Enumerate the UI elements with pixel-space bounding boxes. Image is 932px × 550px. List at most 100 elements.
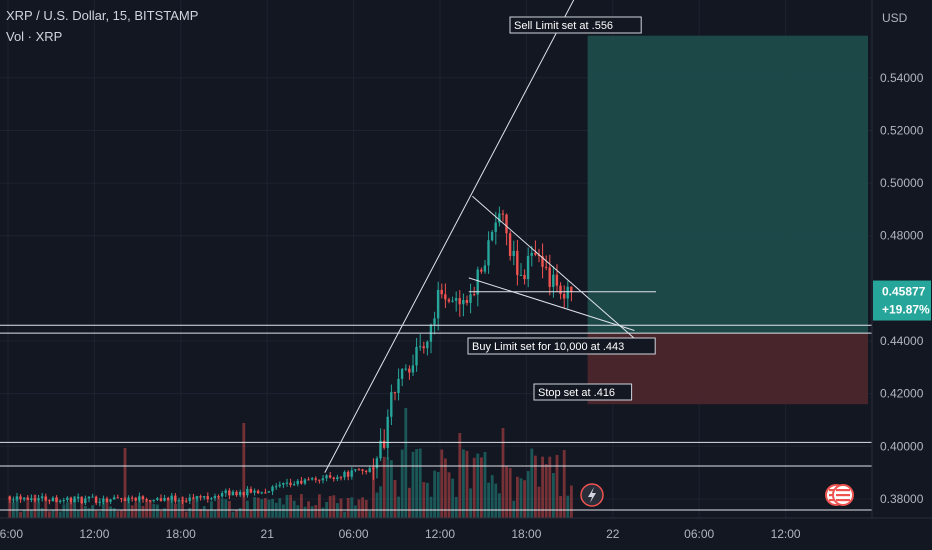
volume-bar xyxy=(123,448,127,518)
volume-bar xyxy=(487,482,490,518)
volume-bar xyxy=(562,450,566,518)
volume-bar xyxy=(112,508,116,518)
sell-limit-label-text: Sell Limit set at .556 xyxy=(514,20,613,32)
candle-body xyxy=(156,498,159,500)
candle-body xyxy=(332,477,335,480)
y-tick-label: 0.54000 xyxy=(880,71,924,85)
candle-body xyxy=(112,497,116,500)
volume-bar xyxy=(264,498,267,518)
volume-bar xyxy=(253,497,256,518)
candle-body xyxy=(256,490,260,494)
candle-body xyxy=(98,501,101,503)
candle-body xyxy=(141,496,145,500)
candle-body xyxy=(120,498,123,500)
candle-body xyxy=(51,497,55,502)
us-flag-icon xyxy=(825,484,854,506)
volume-bar xyxy=(454,496,458,518)
volume-bar xyxy=(386,457,390,518)
volume-bar xyxy=(390,460,393,518)
candle-body xyxy=(472,294,476,296)
volume-bar xyxy=(156,504,159,518)
volume-bar xyxy=(19,511,22,518)
volume-bar xyxy=(51,509,55,518)
candle-body xyxy=(296,480,299,485)
volume-bar xyxy=(501,428,505,518)
candle-body xyxy=(37,498,40,501)
y-tick-label: 0.38000 xyxy=(880,492,924,506)
volume-bar xyxy=(429,496,433,518)
volume-bar xyxy=(397,496,400,518)
volume-bar xyxy=(451,478,454,518)
volume-bar xyxy=(256,497,260,518)
x-tick-label: 12:00 xyxy=(425,527,455,541)
currency-label: USD xyxy=(882,11,908,25)
volume-bar xyxy=(552,473,555,518)
candle-body xyxy=(422,346,425,349)
volume-bar xyxy=(260,499,264,518)
volume-bar xyxy=(555,454,559,518)
volume-bar xyxy=(285,495,289,518)
volume-bar xyxy=(570,485,573,518)
volume-bar xyxy=(141,505,145,518)
volume-bar xyxy=(498,493,501,518)
volume-bar xyxy=(91,505,94,518)
candle-body xyxy=(19,496,22,500)
volume-bar xyxy=(8,497,12,518)
candle-body xyxy=(267,491,271,493)
candle-body xyxy=(91,496,94,498)
candle-body xyxy=(195,496,199,499)
candle-body xyxy=(382,440,386,448)
candle-body xyxy=(508,233,512,256)
candle-body xyxy=(361,469,364,471)
candle-body xyxy=(516,250,519,276)
volume-bar xyxy=(505,466,508,518)
volume-bar xyxy=(465,450,469,518)
candle-body xyxy=(116,497,119,499)
x-tick-label: 06:00 xyxy=(684,527,714,541)
candle-body xyxy=(418,346,422,348)
candle-body xyxy=(242,491,245,496)
flag-stripe xyxy=(836,499,850,502)
candle-body xyxy=(238,491,242,496)
candle-body xyxy=(62,500,65,502)
candle-body xyxy=(130,497,134,499)
candle-body xyxy=(138,496,141,501)
volume-bar xyxy=(145,499,148,518)
buy-limit-label: Buy Limit set for 10,000 at .443 xyxy=(467,337,656,355)
x-tick-label: 18:00 xyxy=(166,527,196,541)
candle-body xyxy=(336,477,339,480)
y-tick-label: 0.52000 xyxy=(880,123,924,137)
volume-bar xyxy=(213,509,217,518)
volume-bar xyxy=(33,494,37,518)
candle-body xyxy=(321,478,325,481)
candle-body xyxy=(400,369,404,379)
volume-bar xyxy=(318,494,321,518)
candle-body xyxy=(166,497,170,500)
candle-body xyxy=(372,468,375,470)
volume-bar xyxy=(469,488,472,518)
volume-bar xyxy=(40,508,44,518)
volume-bar xyxy=(202,506,206,518)
candle-body xyxy=(33,498,37,501)
volume-bar xyxy=(508,468,512,518)
volume-bar xyxy=(170,496,174,518)
volume-bar xyxy=(80,499,84,518)
position-zones xyxy=(587,35,868,405)
volume-bar xyxy=(512,500,516,518)
volume-bar xyxy=(98,511,102,518)
volume-bar xyxy=(483,452,487,518)
volume-bar xyxy=(199,509,202,518)
volume-legend[interactable]: Vol · XRP xyxy=(6,29,66,44)
candle-body xyxy=(192,497,195,499)
symbol-header[interactable]: XRP / U.S. Dollar, 15, BITSTAMP xyxy=(6,8,202,23)
candle-body xyxy=(181,500,184,502)
candle-body xyxy=(12,499,15,501)
price-change-text: +19.87% xyxy=(882,303,930,317)
candle-body xyxy=(22,497,26,500)
volume-bar xyxy=(566,495,570,518)
symbol-title: XRP / U.S. Dollar, 15, BITSTAMP xyxy=(6,8,199,23)
volume-bar xyxy=(375,492,379,518)
candle-body xyxy=(552,274,555,287)
